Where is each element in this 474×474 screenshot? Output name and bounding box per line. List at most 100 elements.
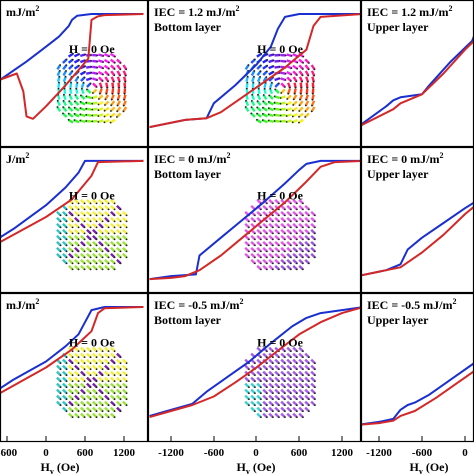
spin-arrow-head <box>119 404 122 407</box>
spin-arrow-head <box>278 65 281 68</box>
spin-arrow-head <box>73 119 76 121</box>
spin-arrow-head <box>253 75 255 78</box>
spin-arrow-head <box>260 226 262 229</box>
spin-arrow-head <box>123 98 125 101</box>
panel-label-line2: Upper layer <box>367 313 429 327</box>
spin-arrow-head <box>119 226 122 229</box>
panel-frame <box>147 146 362 294</box>
spin-arrow-head <box>95 398 98 401</box>
spin-arrow-head <box>103 109 106 112</box>
spin-arrow-head <box>67 112 70 115</box>
spin-arrow-head <box>296 416 298 419</box>
spin-arrow-head <box>290 416 292 419</box>
series-red-line <box>0 13 144 120</box>
spin-arrow-head <box>299 98 301 101</box>
spin-arrow-head <box>125 368 128 371</box>
spin-arrow-head <box>119 374 122 377</box>
spin-arrow-head <box>97 109 100 112</box>
series-red-line <box>149 160 361 281</box>
spin-arrow-head <box>65 238 68 241</box>
spin-arrow-head <box>311 92 314 95</box>
spin-arrow-head <box>279 102 282 105</box>
spin-arrow-head <box>56 106 59 108</box>
spin-arrow-head <box>308 410 310 413</box>
spin-arrow-head <box>95 386 98 389</box>
spin-arrow-head <box>302 262 304 265</box>
spin-arrow-head <box>71 70 74 72</box>
spin-arrow-head <box>113 202 116 205</box>
spin-arrow-head <box>302 244 304 247</box>
spin-arrow-head <box>95 86 98 88</box>
spin-arrow-head <box>308 62 310 64</box>
spin-arrow-head <box>252 81 255 84</box>
spin-arrow-head <box>58 69 61 72</box>
spin-arrow-head <box>254 238 256 241</box>
spin-arrow-head <box>260 238 262 241</box>
spin-arrow-head <box>77 410 80 413</box>
spin-arrow-head <box>65 64 68 66</box>
spin-arrow-head <box>259 70 262 72</box>
spin-arrow-head <box>302 202 304 205</box>
spin-arrow-head <box>101 226 104 229</box>
spin-arrow-head <box>290 67 293 70</box>
spin-arrow-head <box>302 374 304 377</box>
spin-arrow-head <box>77 220 80 223</box>
spin-arrow-head <box>248 374 250 377</box>
spin-arrow-head <box>111 92 114 95</box>
spin-arrow-head <box>84 71 86 73</box>
spin-arrow-head <box>308 232 310 235</box>
spin-arrow-head <box>71 250 74 253</box>
spin-arrow-head <box>89 374 92 377</box>
spin-arrow-head <box>124 80 127 83</box>
panel-frame <box>0 0 149 148</box>
spin-arrow-head <box>75 87 78 90</box>
spin-arrow-head <box>117 92 120 95</box>
spin-arrow-head <box>278 398 280 401</box>
spin-arrow-head <box>71 398 74 401</box>
spin-arrow-head <box>260 392 262 395</box>
panel-frame <box>147 0 362 148</box>
spin-arrow-head <box>79 107 82 110</box>
spin-arrow-head <box>302 214 304 217</box>
spin-arrow-head <box>302 392 304 395</box>
spin-arrow-head <box>314 404 316 407</box>
spin-arrow-head <box>71 220 74 223</box>
spin-arrow-head <box>266 350 268 353</box>
spin-arrow-head <box>70 81 72 84</box>
spin-arrow-head <box>119 220 122 223</box>
spin-arrow-head <box>278 268 280 271</box>
spin-arrow-head <box>59 398 62 401</box>
spin-arrow-head <box>296 392 298 395</box>
spin-arrow-head <box>76 81 79 84</box>
panel-label-superscript: 2 <box>35 297 39 306</box>
x-tick-label: -600 <box>204 447 225 459</box>
spin-arrow-head <box>296 238 298 241</box>
spin-arrow-head <box>116 116 118 118</box>
curves <box>361 362 474 426</box>
spin-arrow-head <box>108 61 110 64</box>
spin-arrow-head <box>83 362 86 365</box>
spin-arrow-head <box>85 120 88 122</box>
spin-arrow-head <box>261 119 264 121</box>
spin-arrow-head <box>302 416 304 419</box>
spin-arrow-head <box>77 244 80 247</box>
spin-arrow-head <box>117 98 119 101</box>
spin-arrow-head <box>101 214 104 217</box>
spin-arrow-head <box>284 250 286 253</box>
x-tick-label: 0 <box>43 447 49 459</box>
spin-arrow-head <box>77 208 80 211</box>
series-blue-line <box>0 306 144 390</box>
spin-arrow-head <box>266 244 268 247</box>
spin-arrow-head <box>65 262 68 265</box>
spin-arrow-head <box>266 70 268 73</box>
spin-arrow-head <box>113 74 116 77</box>
spin-arrow-head <box>113 268 116 271</box>
spin-arrow-head <box>107 350 110 353</box>
spin-arrow-head <box>125 380 128 383</box>
spin-arrow-head <box>266 386 268 389</box>
spin-arrow-head <box>107 262 110 265</box>
spin-arrow-head <box>272 386 274 389</box>
